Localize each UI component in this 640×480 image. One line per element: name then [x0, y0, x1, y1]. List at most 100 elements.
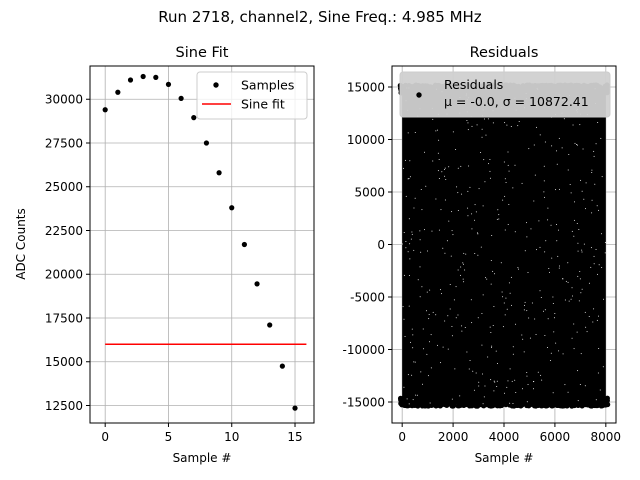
residual-gap [461, 193, 463, 195]
residual-gap [586, 331, 588, 333]
residual-gap [502, 326, 504, 328]
residual-gap [483, 159, 485, 161]
residual-gap [490, 331, 492, 333]
residual-gap [598, 264, 600, 266]
residual-gap [555, 224, 557, 226]
residual-point [558, 398, 565, 404]
residuals-marks [397, 82, 611, 409]
residual-gap [457, 167, 459, 169]
residual-point [539, 403, 545, 409]
residual-gap [419, 296, 421, 298]
residual-gap [593, 308, 595, 310]
residual-gap [553, 317, 555, 319]
residual-point [519, 396, 525, 402]
residual-gap [507, 151, 509, 153]
legend-residuals-marker [416, 92, 422, 98]
y-tick-label: 0 [377, 238, 385, 252]
residual-gap [565, 280, 567, 282]
residual-gap [420, 188, 422, 190]
sine-fit-legend[interactable]: Samples Sine fit [196, 71, 308, 120]
residual-gap [444, 175, 446, 177]
residual-gap [465, 253, 467, 255]
residual-gap [495, 350, 497, 352]
residual-point [544, 403, 550, 409]
sample-point [115, 89, 121, 95]
residual-gap [461, 325, 463, 327]
residual-gap [409, 243, 411, 245]
residual-gap [558, 137, 560, 139]
residual-point [420, 396, 426, 402]
legend-sine-fit-label: Sine fit [241, 97, 285, 112]
residual-gap [593, 150, 595, 152]
residual-gap [504, 178, 506, 180]
residual-gap [537, 371, 539, 373]
residual-gap [440, 362, 442, 364]
residual-gap [414, 197, 416, 199]
residuals-legend[interactable]: Residuals μ = -0.0, σ = 10872.41 [399, 71, 611, 118]
residual-gap [571, 287, 573, 289]
residual-point [604, 395, 610, 401]
residual-gap [403, 231, 405, 233]
residual-gap [457, 269, 459, 271]
residual-gap [557, 229, 559, 231]
residual-gap [564, 384, 566, 386]
residual-gap [457, 192, 459, 194]
residual-gap [413, 207, 415, 209]
residual-gap [569, 184, 571, 186]
residual-gap [468, 165, 470, 167]
residual-gap [590, 266, 592, 268]
residual-gap [505, 182, 507, 184]
residual-gap [446, 240, 448, 242]
residual-gap [469, 359, 471, 361]
residual-gap [428, 313, 430, 315]
residual-point [410, 397, 416, 403]
residual-gap [579, 124, 581, 126]
residual-gap [535, 334, 537, 336]
residual-gap [577, 370, 579, 372]
residual-point [588, 396, 594, 402]
residual-gap [596, 319, 598, 321]
residual-gap [549, 271, 551, 273]
residual-gap [515, 391, 517, 393]
residual-gap [477, 317, 479, 319]
sine-fit-legend-box [196, 71, 308, 120]
residual-gap [510, 126, 512, 128]
residual-gap [487, 118, 489, 120]
residual-gap [438, 139, 440, 141]
residual-gap [570, 298, 572, 300]
residual-gap [548, 268, 550, 270]
sample-point [216, 170, 222, 176]
residual-point [451, 398, 457, 404]
residual-gap [498, 214, 500, 216]
residual-gap [412, 334, 414, 336]
residual-gap [526, 401, 528, 403]
residual-gap [552, 392, 554, 394]
residual-gap [463, 252, 465, 254]
residual-gap [476, 124, 478, 126]
residual-gap [555, 189, 557, 191]
residual-gap [568, 153, 570, 155]
residual-gap [468, 368, 470, 370]
residual-gap [443, 169, 445, 171]
residual-gap [512, 346, 514, 348]
residual-gap [448, 220, 450, 222]
x-tick-label: 0 [101, 430, 109, 444]
residual-gap [435, 198, 437, 200]
residual-gap [416, 394, 418, 396]
residual-gap [510, 276, 512, 278]
residual-gap [493, 390, 495, 392]
residual-gap [574, 142, 576, 144]
residual-gap [489, 159, 491, 161]
x-tick-label: 15 [287, 430, 302, 444]
residual-gap [514, 164, 516, 166]
residual-point [518, 403, 524, 409]
residual-gap [579, 278, 581, 280]
residual-gap [508, 170, 510, 172]
x-tick-label: 5 [165, 430, 173, 444]
residual-gap [511, 380, 513, 382]
residual-gap [508, 282, 510, 284]
residual-point [583, 400, 590, 406]
residual-gap [555, 150, 557, 152]
residual-gap [480, 151, 482, 153]
sample-point [127, 77, 134, 83]
